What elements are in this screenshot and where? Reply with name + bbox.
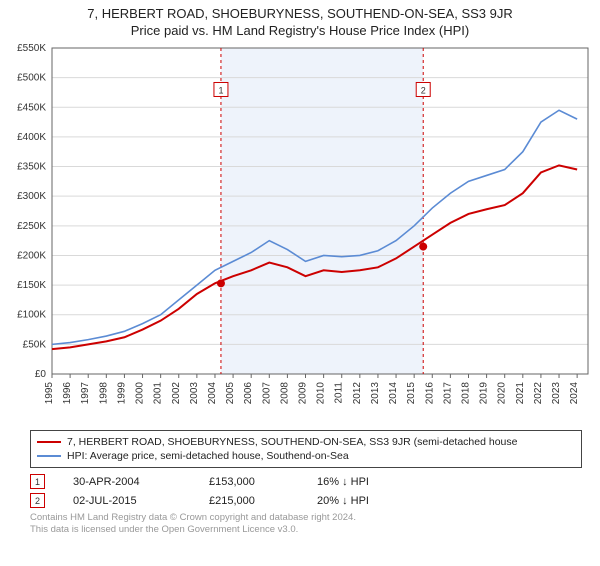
table-row: 1 30-APR-2004 £153,000 16% ↓ HPI	[30, 474, 582, 489]
chart-subtitle: Price paid vs. HM Land Registry's House …	[0, 23, 600, 38]
svg-text:1999: 1999	[116, 382, 127, 405]
svg-text:2018: 2018	[460, 382, 471, 405]
legend-swatch	[37, 441, 61, 443]
svg-text:2024: 2024	[569, 382, 580, 405]
legend-label: HPI: Average price, semi-detached house,…	[67, 449, 349, 463]
svg-text:2017: 2017	[442, 382, 453, 405]
table-row: 2 02-JUL-2015 £215,000 20% ↓ HPI	[30, 493, 582, 508]
svg-text:2014: 2014	[388, 382, 399, 405]
sale-events-table: 1 30-APR-2004 £153,000 16% ↓ HPI 2 02-JU…	[30, 474, 582, 508]
marker-price: £153,000	[209, 476, 289, 488]
svg-text:£450K: £450K	[17, 102, 46, 113]
marker-date: 30-APR-2004	[73, 476, 181, 488]
marker-delta: 16% ↓ HPI	[317, 476, 417, 488]
svg-text:£150K: £150K	[17, 280, 46, 291]
svg-text:2006: 2006	[243, 382, 254, 405]
svg-text:2008: 2008	[279, 382, 290, 405]
svg-text:2002: 2002	[171, 382, 182, 405]
svg-text:2011: 2011	[334, 382, 345, 404]
svg-text:2000: 2000	[135, 382, 146, 405]
svg-text:£250K: £250K	[17, 221, 46, 232]
footnote-line: This data is licensed under the Open Gov…	[30, 524, 580, 536]
svg-text:2007: 2007	[261, 382, 272, 405]
footnote-line: Contains HM Land Registry data © Crown c…	[30, 512, 580, 524]
svg-text:1995: 1995	[44, 382, 55, 405]
svg-text:2023: 2023	[551, 382, 562, 405]
svg-text:2022: 2022	[533, 382, 544, 405]
svg-text:2009: 2009	[298, 382, 309, 405]
svg-text:1: 1	[218, 85, 223, 95]
svg-text:£100K: £100K	[17, 310, 46, 321]
marker-badge: 2	[30, 493, 45, 508]
svg-text:2013: 2013	[370, 382, 381, 405]
svg-text:£350K: £350K	[17, 162, 46, 173]
svg-text:2016: 2016	[424, 382, 435, 405]
marker-date: 02-JUL-2015	[73, 495, 181, 507]
svg-text:2020: 2020	[497, 382, 508, 405]
legend-item-price-paid: 7, HERBERT ROAD, SHOEBURYNESS, SOUTHEND-…	[37, 435, 575, 449]
svg-text:2: 2	[421, 85, 426, 95]
legend-label: 7, HERBERT ROAD, SHOEBURYNESS, SOUTHEND-…	[67, 435, 517, 449]
legend-item-hpi: HPI: Average price, semi-detached house,…	[37, 449, 575, 463]
line-chart: £0 £50K £100K £150K £200K £250K £300K £350K £400…	[0, 44, 600, 424]
svg-text:£300K: £300K	[17, 191, 46, 202]
marker-delta: 20% ↓ HPI	[317, 495, 417, 507]
svg-text:2021: 2021	[515, 382, 526, 405]
svg-text:2015: 2015	[406, 382, 417, 405]
svg-text:£200K: £200K	[17, 250, 46, 261]
svg-text:2019: 2019	[479, 382, 490, 405]
svg-text:2005: 2005	[225, 382, 236, 405]
svg-text:2012: 2012	[352, 382, 363, 405]
svg-text:£500K: £500K	[17, 73, 46, 84]
chart-title: 7, HERBERT ROAD, SHOEBURYNESS, SOUTHEND-…	[0, 6, 600, 21]
svg-text:£400K: £400K	[17, 132, 46, 143]
svg-text:£0: £0	[35, 369, 47, 380]
marker-price: £215,000	[209, 495, 289, 507]
legend-swatch	[37, 455, 61, 457]
svg-text:2010: 2010	[316, 382, 327, 405]
footnote: Contains HM Land Registry data © Crown c…	[30, 512, 580, 536]
svg-text:2001: 2001	[153, 382, 164, 405]
svg-text:£550K: £550K	[17, 44, 46, 54]
svg-text:2004: 2004	[207, 382, 218, 405]
svg-text:£50K: £50K	[23, 339, 47, 350]
marker-badge: 1	[30, 474, 45, 489]
svg-text:2003: 2003	[189, 382, 200, 405]
svg-text:1997: 1997	[80, 382, 91, 405]
legend: 7, HERBERT ROAD, SHOEBURYNESS, SOUTHEND-…	[30, 430, 582, 468]
svg-text:1998: 1998	[98, 382, 109, 405]
svg-text:1996: 1996	[62, 382, 73, 405]
